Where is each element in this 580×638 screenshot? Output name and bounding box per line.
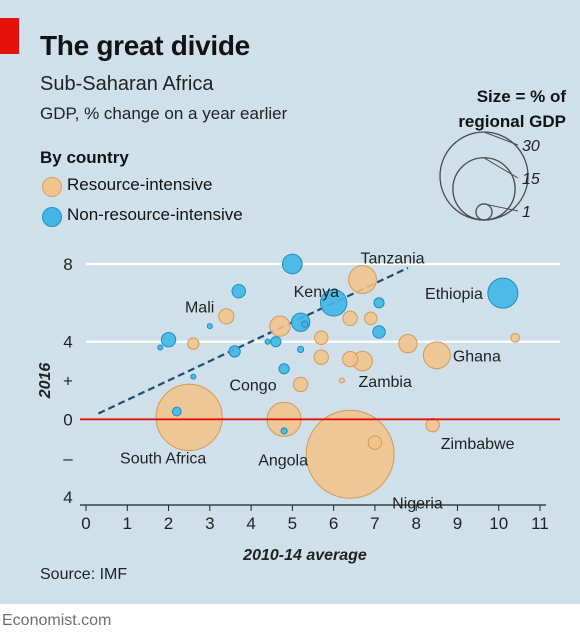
x-tick-label: 2: [164, 514, 173, 533]
congo-bubble: [292, 376, 309, 393]
country-bubble: [160, 332, 177, 348]
size-legend-title-line1: Size = % of: [476, 87, 566, 106]
tanzania-bubble: [348, 265, 377, 294]
legend-nonresource-label: Non-resource-intensive: [67, 205, 243, 224]
ethiopia-bubble: [487, 277, 519, 309]
ghana-label: Ghana: [453, 348, 501, 365]
country-bubble: [228, 345, 241, 358]
country-bubble: [190, 373, 197, 380]
country-bubble: [157, 344, 164, 351]
country-bubble: [282, 253, 303, 275]
size-legend-value: 30: [522, 138, 540, 155]
y-tick-label: –: [63, 449, 73, 468]
size-legend-title: Size = % of regional GDP: [458, 84, 566, 134]
legend-resource-label: Resource-intensive: [67, 175, 213, 194]
chart-title: The great divide: [40, 30, 250, 61]
mali-bubble: [218, 308, 235, 325]
angola-label: Angola: [258, 452, 308, 469]
bubbles: [155, 253, 521, 499]
country-bubble: [367, 435, 383, 450]
size-legend-leader: [483, 157, 519, 179]
size-legend: 30 15 1: [439, 131, 540, 221]
x-tick-label: 7: [370, 514, 379, 533]
y-tick-label: 4: [63, 333, 72, 352]
country-bubble: [510, 332, 521, 343]
chart-units: GDP, % change on a year earlier: [40, 104, 288, 123]
country-bubble: [280, 427, 288, 435]
zambia-label: Zambia: [359, 374, 412, 391]
ghana-bubble: [422, 341, 451, 370]
country-bubble: [398, 333, 418, 354]
trend-line-group: [97, 266, 409, 415]
x-tick-label: 6: [329, 514, 338, 533]
legend-heading: By country: [40, 148, 129, 167]
country-bubble: [270, 336, 282, 348]
brand-footer: Economist.com: [2, 612, 112, 629]
country-bubble: [301, 320, 309, 328]
y-axis-title: 2016: [37, 363, 54, 400]
x-tick-label: 3: [205, 514, 214, 533]
size-legend-value: 15: [522, 171, 540, 188]
kenya-label: Kenya: [294, 284, 339, 301]
y-tick-label: +: [63, 372, 73, 391]
size-legend-circle: [452, 157, 516, 221]
y-tick-label: 8: [63, 255, 72, 274]
congo-label: Congo: [229, 377, 276, 394]
chart-panel: [0, 0, 580, 604]
source-note: Source: IMF: [40, 566, 128, 583]
country-bubble: [342, 351, 359, 368]
zimbabwe-bubble: [425, 417, 440, 433]
kenya-bubble: [319, 289, 348, 317]
x-tick-label: 11: [531, 514, 549, 533]
country-bubble: [278, 363, 290, 375]
country-bubble: [342, 310, 358, 327]
country-bubble: [269, 315, 291, 337]
x-tick-label: 8: [411, 514, 420, 533]
size-legend-circle: [475, 203, 493, 221]
country-bubble: [187, 337, 200, 350]
brand-red-tag: [0, 18, 19, 54]
x-tick-label: 0: [81, 514, 90, 533]
country-bubble: [364, 311, 378, 326]
axes: 0 1 2 3 4 5 6 7 8 9 10 11 4 – 0 +4 8 2010-14 average 2016: [37, 255, 560, 564]
x-axis-title: 2010-14 average: [242, 547, 367, 564]
south-africa-bubble: [155, 383, 223, 452]
x-tick-label: 4: [246, 514, 255, 533]
y-tick-label: 0: [63, 410, 72, 429]
x-tick-label: 1: [123, 514, 132, 533]
country-bubble: [264, 338, 271, 345]
country-bubble: [372, 325, 386, 339]
country-bubble: [314, 330, 329, 346]
legend-resource-swatch: [42, 177, 62, 197]
country-bubble: [313, 349, 329, 365]
mali-label: Mali: [185, 299, 214, 316]
x-tick-label: 9: [453, 514, 462, 533]
zimbabwe-label: Zimbabwe: [441, 436, 515, 453]
trend-line: [97, 266, 409, 415]
x-tick-label: 5: [288, 514, 297, 533]
country-bubble: [171, 406, 182, 417]
y-tick-label: 4: [63, 488, 72, 507]
ethiopia-label: Ethiopia: [425, 286, 483, 303]
country-bubble: [373, 297, 385, 309]
nigeria-bubble: [305, 409, 395, 499]
legend-nonresource-swatch: [42, 207, 62, 227]
country-bubble: [297, 345, 305, 354]
size-legend-value: 1: [522, 204, 531, 221]
country-bubble: [206, 323, 213, 330]
country-bubble: [231, 283, 246, 299]
country-bubble: [338, 377, 345, 384]
size-legend-title-line2: regional GDP: [458, 112, 566, 131]
south-africa-label: South Africa: [120, 450, 206, 467]
tanzania-label: Tanzania: [361, 251, 425, 268]
country-labels: Nigeria South Africa Angola Tanzania Ghana Za…: [120, 251, 515, 513]
x-tick-label: 10: [489, 514, 508, 533]
size-legend-leader: [483, 203, 519, 212]
chart-subtitle: Sub-Saharan Africa: [40, 73, 214, 95]
size-legend-leader: [483, 131, 519, 146]
nigeria-label: Nigeria: [392, 495, 443, 512]
